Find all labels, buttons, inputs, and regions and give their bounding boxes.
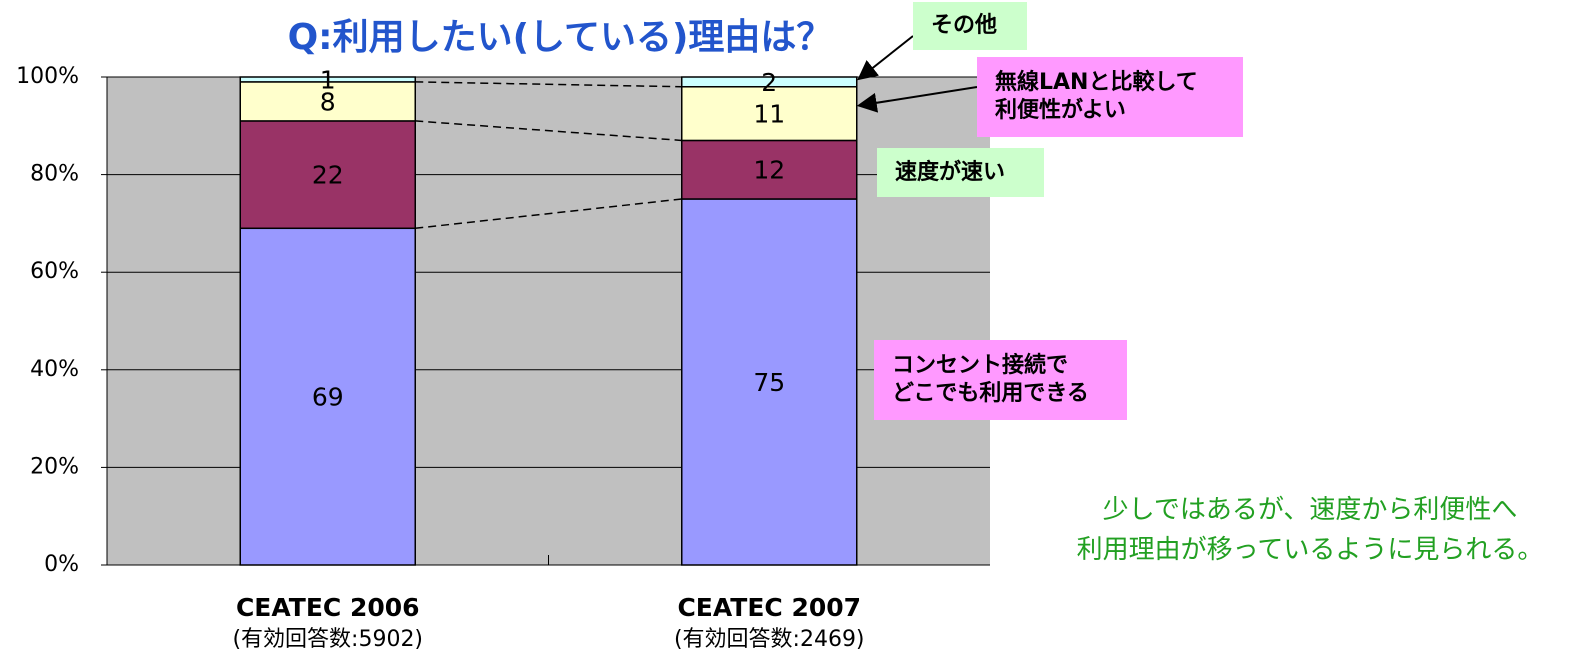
bar-segment [681,86,858,142]
annotation: 少しではあるが、速度から利便性へ 利用理由が移っているように見られる。 [1076,495,1544,565]
data-label: 11 [753,100,785,129]
y-tick-label: 60% [30,259,79,284]
x-tick-sublabel: (有効回答数:5902) [232,627,423,652]
legend-entry: 速度が速い [877,148,1044,197]
y-tick-label: 80% [30,162,79,187]
bar-segment [239,120,416,230]
x-tick-label: CEATEC 2007 [677,593,861,622]
chart-title: Q:利用したい(している)理由は？ [287,17,833,58]
connector [415,120,682,142]
x-tick-sublabel: (有効回答数:2469) [674,627,865,652]
data-label: 69 [312,383,344,412]
data-label: 22 [312,161,344,190]
plot-area [107,77,990,565]
data-label: 8 [320,87,336,116]
legend-entry: コンセント接続で どこでも利用できる [874,340,1127,420]
y-tick-label: 0% [44,552,79,577]
data-label: 2 [761,68,777,97]
y-tick-label: 100% [16,64,79,89]
data-label: 12 [753,156,785,185]
legend-entry: 無線LANと比較して 利便性がよい [977,57,1243,137]
bar-segment [239,76,416,83]
connector [415,81,682,88]
data-label: 1 [320,65,336,94]
connector [415,198,682,230]
y-tick-label: 40% [30,357,79,382]
bar-segment [681,76,858,88]
data-label: 75 [753,368,785,397]
x-tick-label: CEATEC 2006 [236,593,420,622]
y-tick-label: 20% [30,454,79,479]
bar-segment [239,81,416,122]
bar-segment [681,139,858,200]
legend-entry: その他 [913,2,1027,50]
callout-arrow [857,35,914,81]
bar-segment [681,198,858,566]
callout-arrow [856,86,978,113]
